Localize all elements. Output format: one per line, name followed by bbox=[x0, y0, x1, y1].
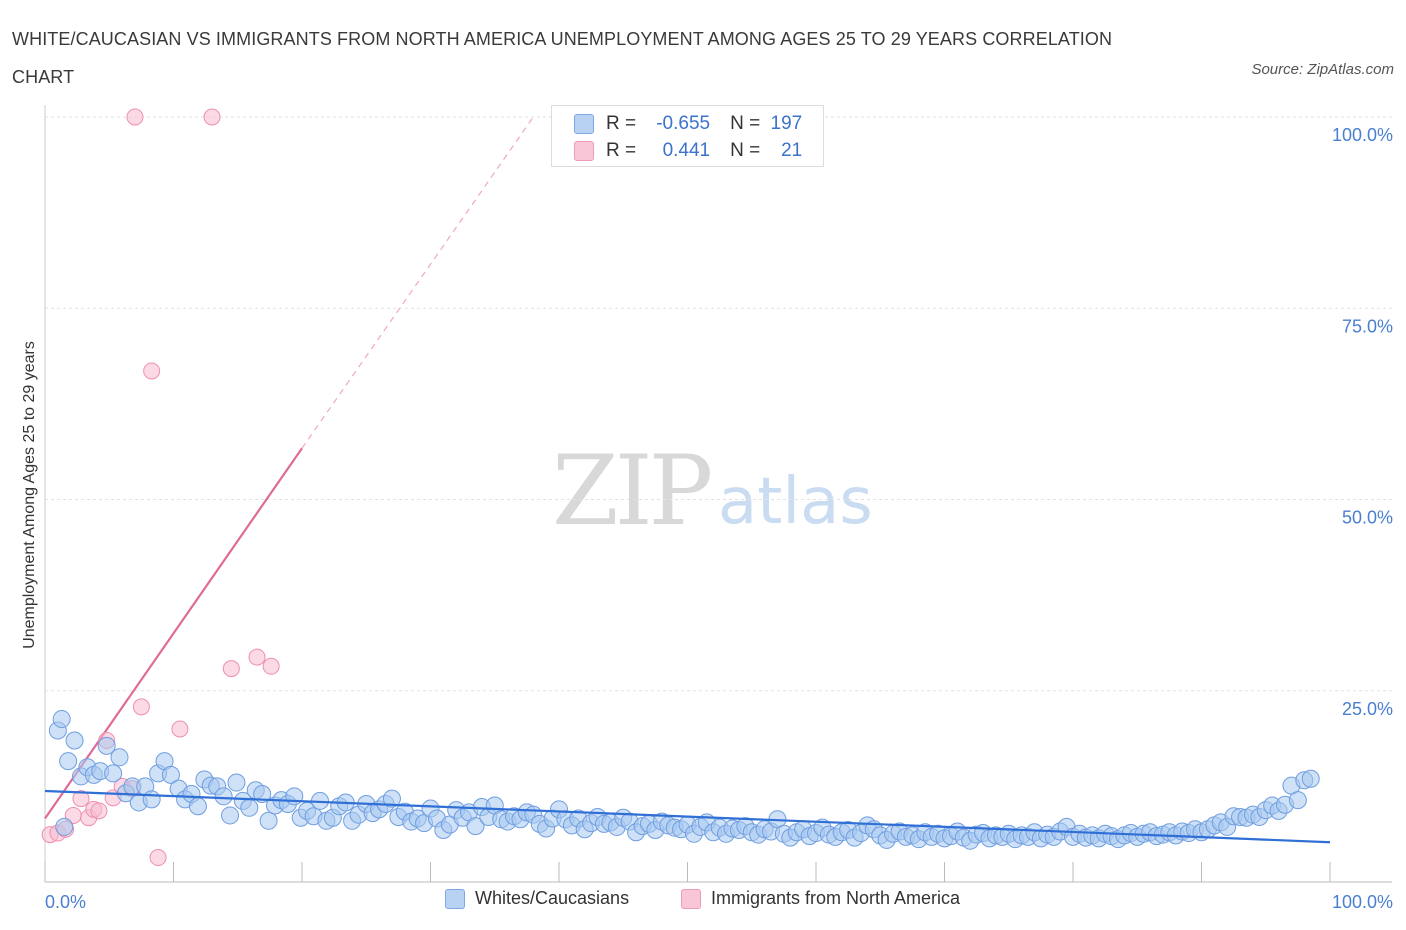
watermark-atlas: atlas bbox=[718, 465, 873, 539]
pink-trend-line bbox=[44, 447, 303, 820]
blue-point-10 bbox=[110, 748, 129, 767]
n-value-blue: 197 bbox=[770, 113, 803, 134]
pink-point-17 bbox=[171, 720, 189, 738]
series-legend: Whites/Caucasians Immigrants from North … bbox=[0, 888, 1406, 918]
pink-points-group bbox=[41, 108, 280, 867]
y-tick-label-50: 50.0% bbox=[1342, 508, 1393, 528]
chart-title: WHITE/CAUCASIAN VS IMMIGRANTS FROM NORTH… bbox=[12, 29, 1113, 87]
y-tick-label-100: 100.0% bbox=[1332, 125, 1393, 145]
r-label-blue: R = bbox=[606, 113, 637, 134]
blue-point-27 bbox=[221, 806, 240, 825]
legend-row-pink: R = 0.441 N = 21 bbox=[574, 138, 802, 164]
legend-label-whites: Whites/Caucasians bbox=[475, 888, 630, 908]
blue-point-28 bbox=[227, 773, 246, 792]
n-label-blue: N = bbox=[730, 113, 761, 134]
blue-point-37 bbox=[285, 787, 304, 806]
x-tick-label-0: 0.0% bbox=[45, 892, 86, 912]
legend-row-blue: R = -0.655 N = 197 bbox=[574, 111, 802, 137]
blue-trend-line bbox=[44, 789, 1331, 844]
correlation-legend: R = -0.655 N = 197 R = 0.441 N = 21 bbox=[551, 105, 824, 167]
blue-point-8 bbox=[97, 736, 116, 755]
blue-point-32 bbox=[253, 785, 272, 804]
blue-point-33 bbox=[259, 811, 278, 830]
legend-label-immigrants: Immigrants from North America bbox=[711, 888, 961, 908]
chart-source: Source: ZipAtlas.com bbox=[1251, 61, 1394, 78]
blue-point-2 bbox=[59, 752, 78, 771]
watermark-zip: ZIP bbox=[552, 435, 713, 547]
y-tick-label-25: 25.0% bbox=[1342, 699, 1393, 719]
pink-point-19 bbox=[248, 648, 266, 666]
blue-point-1 bbox=[52, 710, 71, 729]
legend-item-whites[interactable]: Whites/Caucasians bbox=[445, 888, 629, 909]
pink-trend-extension bbox=[301, 116, 534, 449]
y-tick-label-75: 75.0% bbox=[1342, 316, 1393, 336]
blue-point-26 bbox=[214, 787, 233, 806]
blue-point-193 bbox=[1288, 791, 1307, 810]
r-value-pink: 0.441 bbox=[662, 140, 711, 161]
blue-point-65 bbox=[466, 817, 485, 836]
pink-point-12 bbox=[132, 698, 150, 716]
blue-point-196 bbox=[55, 817, 74, 836]
r-label-pink: R = bbox=[606, 140, 637, 161]
n-label-pink: N = bbox=[730, 140, 761, 161]
legend-swatch-pink bbox=[574, 141, 594, 161]
blue-point-3 bbox=[65, 731, 84, 750]
pink-point-14 bbox=[149, 849, 167, 867]
r-value-blue: -0.655 bbox=[656, 113, 711, 134]
blue-points-group bbox=[48, 710, 1320, 850]
blue-point-9 bbox=[104, 764, 123, 783]
pink-point-13 bbox=[143, 362, 161, 380]
pink-point-20 bbox=[262, 657, 280, 675]
y-axis-label: Unemployment Among Ages 25 to 29 years bbox=[21, 341, 38, 649]
pink-point-18 bbox=[222, 660, 240, 678]
pink-trend-group bbox=[44, 116, 534, 820]
pink-point-16 bbox=[203, 108, 221, 126]
pink-point-7 bbox=[90, 802, 108, 820]
grid-lines bbox=[45, 116, 1392, 692]
axes bbox=[44, 105, 1392, 883]
tick-labels: 25.0% 50.0% 75.0% 100.0% 0.0% 100.0% bbox=[45, 125, 1393, 912]
n-value-pink: 21 bbox=[781, 140, 803, 161]
blue-trend-group bbox=[44, 789, 1331, 844]
blue-point-18 bbox=[161, 765, 180, 784]
x-tick-label-100: 100.0% bbox=[1332, 892, 1393, 912]
blue-point-52 bbox=[382, 789, 401, 808]
legend-swatch-whites bbox=[445, 888, 465, 909]
pink-point-15 bbox=[126, 108, 144, 126]
blue-point-22 bbox=[188, 797, 207, 816]
pink-point-4 bbox=[72, 790, 90, 808]
blue-point-15 bbox=[142, 790, 161, 809]
blue-point-30 bbox=[240, 798, 259, 817]
legend-swatch-blue bbox=[574, 114, 594, 134]
blue-point-195 bbox=[1301, 769, 1320, 788]
legend-item-immigrants[interactable]: Immigrants from North America bbox=[681, 888, 960, 909]
legend-swatch-immigrants bbox=[681, 888, 701, 909]
